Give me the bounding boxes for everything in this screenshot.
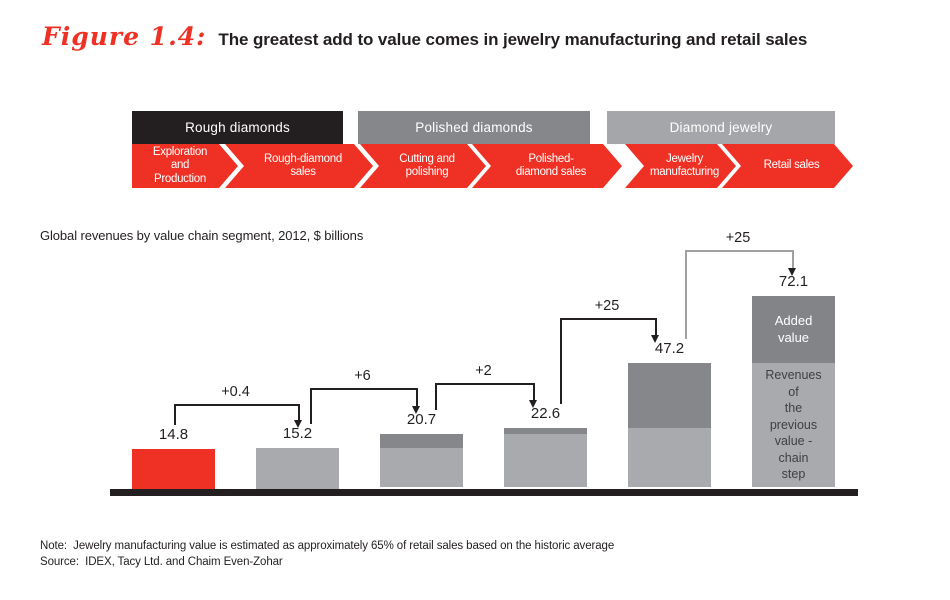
flow-chevron-label: Retail sales [763, 159, 820, 172]
bracket-right-line [654, 318, 657, 335]
bar-value-label: 72.1 [778, 272, 809, 290]
flow-chevron-retail-sales: Retail sales [722, 144, 853, 188]
bracket-delta-label: +25 [725, 230, 751, 246]
bar-segment [628, 362, 711, 429]
bar-segment [628, 428, 711, 487]
bracket-horizontal-line [309, 388, 418, 390]
flow-header-rough-diamonds: Rough diamonds [132, 111, 343, 144]
figure-number-label: Figure 1.4: [42, 22, 207, 51]
flow-chevron-label: Cutting and polishing [399, 152, 455, 178]
source-text: Source: IDEX, Tacy Ltd. and Chaim Even-Z… [40, 556, 283, 568]
bracket-right-line [415, 388, 418, 406]
flow-chevron-label: Rough-diamond sales [264, 152, 342, 178]
bracket-arrow-down-icon [529, 400, 537, 409]
bracket-right-line [532, 383, 535, 401]
bracket-left-line [173, 404, 176, 426]
bar-segment: Added value [752, 295, 835, 363]
bracket-delta-label: +2 [475, 363, 492, 379]
bar-segment [256, 448, 339, 489]
flow-chevron-rough-diamond-sales: Rough-diamond sales [225, 144, 373, 188]
flow-header-label: Rough diamonds [185, 120, 290, 135]
note-text: Note: Jewelry manufacturing value is est… [40, 540, 615, 552]
bracket-horizontal-line [434, 383, 535, 385]
chart-title: Global revenues by value chain segment, … [40, 228, 364, 243]
bar-segment [504, 433, 587, 487]
bar-segment [380, 448, 463, 487]
flow-chevron-label: Polished- diamond sales [515, 152, 587, 178]
bracket-arrow-down-icon [294, 420, 302, 429]
bracket-delta-label: +6 [354, 368, 371, 384]
value-chain-flow-diagram: Rough diamonds Polished diamonds Diamond… [0, 0, 950, 200]
flow-header-label: Polished diamonds [415, 120, 533, 135]
bar-segment: Revenues of the previous value - chain s… [752, 362, 835, 487]
flow-header-polished-diamonds: Polished diamonds [358, 111, 590, 144]
bar-segment [380, 433, 463, 449]
bracket-right-line [297, 404, 300, 421]
bracket-left-line [684, 250, 687, 339]
flow-chevron-exploration-production: Exploration and Production [132, 144, 238, 188]
flow-chevron-cutting-polishing: Cutting and polishing [360, 144, 486, 188]
bar-segment-label: Revenues of the previous value - chain s… [765, 368, 822, 482]
bracket-arrow-down-icon [651, 334, 659, 343]
bracket-horizontal-line [559, 318, 657, 320]
figure-header: Figure 1.4: The greatest add to value co… [42, 22, 807, 51]
flow-header-diamond-jewelry: Diamond jewelry [607, 111, 835, 144]
bar-value-label: 47.2 [654, 339, 685, 357]
bar-value-label: 15.2 [282, 425, 313, 443]
bracket-horizontal-line [684, 250, 794, 252]
flow-chevron-label: Exploration and Production [152, 146, 208, 185]
flow-chevron-polished-diamond-sales: Polished- diamond sales [472, 144, 622, 188]
flow-chevron-label: Jewelry manufacturing [650, 152, 719, 178]
bar-segment [132, 449, 215, 489]
chart-baseline [110, 489, 858, 496]
bracket-horizontal-line [173, 404, 300, 406]
bracket-left-line [559, 318, 562, 405]
bracket-delta-label: +0.4 [221, 384, 250, 400]
bar-value-label: 20.7 [406, 410, 437, 428]
flow-header-label: Diamond jewelry [669, 120, 773, 135]
bracket-left-line [434, 383, 437, 410]
bracket-arrow-down-icon [788, 267, 796, 276]
bracket-delta-label: +25 [594, 298, 620, 314]
bracket-arrow-down-icon [412, 405, 420, 414]
bracket-left-line [309, 388, 312, 425]
figure-title: The greatest add to value comes in jewel… [218, 30, 808, 49]
bracket-right-line [791, 250, 794, 268]
bar-value-label: 22.6 [530, 405, 561, 423]
bar-segment [504, 428, 587, 434]
bar-value-label: 14.8 [158, 426, 189, 444]
bar-segment-label: Added value [774, 313, 813, 346]
